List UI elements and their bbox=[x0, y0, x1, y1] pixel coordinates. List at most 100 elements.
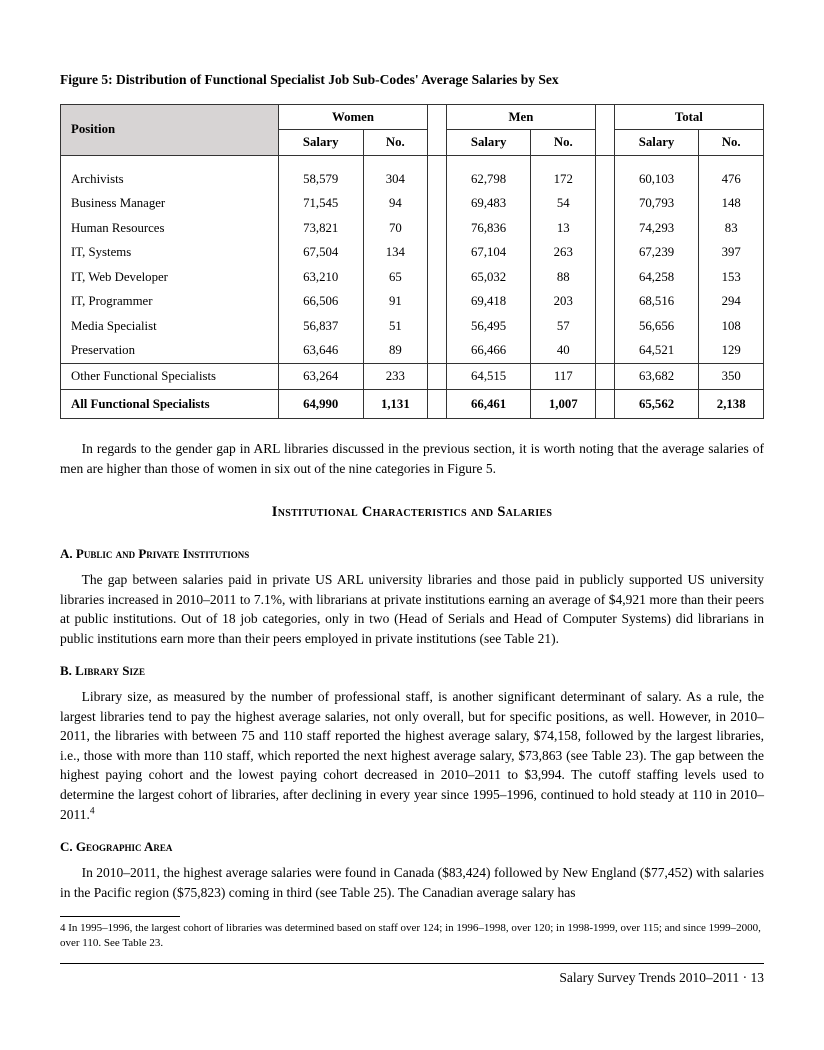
col-group-women: Women bbox=[278, 104, 427, 130]
row-label: Other Functional Specialists bbox=[61, 364, 279, 390]
cell: 67,504 bbox=[278, 240, 363, 265]
spacer bbox=[428, 155, 447, 191]
spacer bbox=[428, 389, 447, 419]
cell: 148 bbox=[699, 191, 764, 216]
spacer bbox=[428, 216, 447, 241]
spacer bbox=[428, 338, 447, 363]
table-row: Preservation63,6468966,4664064,521129 bbox=[61, 338, 764, 363]
table-total-row: All Functional Specialists64,9901,131 66,… bbox=[61, 389, 764, 419]
sub-no: No. bbox=[363, 130, 428, 156]
spacer bbox=[428, 314, 447, 339]
spacer bbox=[428, 265, 447, 290]
cell: 350 bbox=[699, 364, 764, 390]
row-label: IT, Programmer bbox=[61, 289, 279, 314]
cell: 54 bbox=[531, 191, 596, 216]
row-label: Media Specialist bbox=[61, 314, 279, 339]
cell: 64,990 bbox=[278, 389, 363, 419]
body-paragraph: In regards to the gender gap in ARL libr… bbox=[60, 439, 764, 478]
spacer bbox=[596, 289, 615, 314]
spacer bbox=[596, 265, 615, 290]
body-paragraph: In 2010–2011, the highest average salari… bbox=[60, 863, 764, 902]
cell: 66,506 bbox=[278, 289, 363, 314]
body-paragraph: The gap between salaries paid in private… bbox=[60, 570, 764, 648]
cell: 172 bbox=[531, 155, 596, 191]
table-row: IT, Web Developer63,2106565,0328864,2581… bbox=[61, 265, 764, 290]
col-group-total: Total bbox=[614, 104, 763, 130]
cell: 89 bbox=[363, 338, 428, 363]
footnote-ref: 4 bbox=[90, 806, 95, 816]
col-group-men: Men bbox=[446, 104, 595, 130]
spacer bbox=[596, 191, 615, 216]
cell: 108 bbox=[699, 314, 764, 339]
cell: 56,837 bbox=[278, 314, 363, 339]
figure-title: Figure 5: Distribution of Functional Spe… bbox=[60, 70, 764, 90]
cell: 69,483 bbox=[446, 191, 531, 216]
spacer bbox=[428, 191, 447, 216]
table-row: IT, Systems67,50413467,10426367,239397 bbox=[61, 240, 764, 265]
cell: 66,466 bbox=[446, 338, 531, 363]
cell: 60,103 bbox=[614, 155, 699, 191]
spacer bbox=[428, 289, 447, 314]
cell: 64,515 bbox=[446, 364, 531, 390]
cell: 73,821 bbox=[278, 216, 363, 241]
spacer bbox=[596, 216, 615, 241]
spacer bbox=[428, 104, 447, 155]
cell: 67,239 bbox=[614, 240, 699, 265]
cell: 68,516 bbox=[614, 289, 699, 314]
cell: 65,032 bbox=[446, 265, 531, 290]
cell: 153 bbox=[699, 265, 764, 290]
cell: 58,579 bbox=[278, 155, 363, 191]
cell: 70 bbox=[363, 216, 428, 241]
row-label: Human Resources bbox=[61, 216, 279, 241]
page-footer: Salary Survey Trends 2010–2011 · 13 bbox=[60, 964, 764, 988]
table-row: Other Functional Specialists63,26423364,… bbox=[61, 364, 764, 390]
cell: 129 bbox=[699, 338, 764, 363]
cell: 74,293 bbox=[614, 216, 699, 241]
cell: 76,836 bbox=[446, 216, 531, 241]
footnote-text: 4 In 1995–1996, the largest cohort of li… bbox=[60, 921, 764, 951]
spacer bbox=[596, 314, 615, 339]
footnote-rule bbox=[60, 916, 180, 917]
sub-salary: Salary bbox=[446, 130, 531, 156]
cell: 66,461 bbox=[446, 389, 531, 419]
subsection-b: B. Library Size bbox=[60, 662, 764, 681]
table-row: Business Manager71,54594 69,48354 70,79314… bbox=[61, 191, 764, 216]
cell: 70,793 bbox=[614, 191, 699, 216]
spacer bbox=[596, 389, 615, 419]
cell: 1,131 bbox=[363, 389, 428, 419]
table-row: Media Specialist56,8375156,4955756,65610… bbox=[61, 314, 764, 339]
cell: 203 bbox=[531, 289, 596, 314]
cell: 64,521 bbox=[614, 338, 699, 363]
spacer bbox=[596, 364, 615, 390]
cell: 71,545 bbox=[278, 191, 363, 216]
row-label: IT, Systems bbox=[61, 240, 279, 265]
spacer bbox=[596, 155, 615, 191]
spacer bbox=[596, 338, 615, 363]
cell: 263 bbox=[531, 240, 596, 265]
cell: 40 bbox=[531, 338, 596, 363]
cell: 57 bbox=[531, 314, 596, 339]
cell: 117 bbox=[531, 364, 596, 390]
row-label: Business Manager bbox=[61, 191, 279, 216]
cell: 51 bbox=[363, 314, 428, 339]
table-row: Human Resources73,82170 76,83613 74,29383 bbox=[61, 216, 764, 241]
cell: 91 bbox=[363, 289, 428, 314]
cell: 83 bbox=[699, 216, 764, 241]
cell: 65 bbox=[363, 265, 428, 290]
subsection-a: A. Public and Private Institutions bbox=[60, 545, 764, 564]
cell: 69,418 bbox=[446, 289, 531, 314]
row-label: Archivists bbox=[61, 155, 279, 191]
cell: 13 bbox=[531, 216, 596, 241]
cell: 134 bbox=[363, 240, 428, 265]
cell: 94 bbox=[363, 191, 428, 216]
col-position: Position bbox=[61, 104, 279, 155]
cell: 56,495 bbox=[446, 314, 531, 339]
row-label: All Functional Specialists bbox=[61, 389, 279, 419]
cell: 476 bbox=[699, 155, 764, 191]
cell: 64,258 bbox=[614, 265, 699, 290]
spacer bbox=[428, 240, 447, 265]
spacer bbox=[596, 104, 615, 155]
spacer bbox=[596, 240, 615, 265]
cell: 67,104 bbox=[446, 240, 531, 265]
cell: 63,646 bbox=[278, 338, 363, 363]
